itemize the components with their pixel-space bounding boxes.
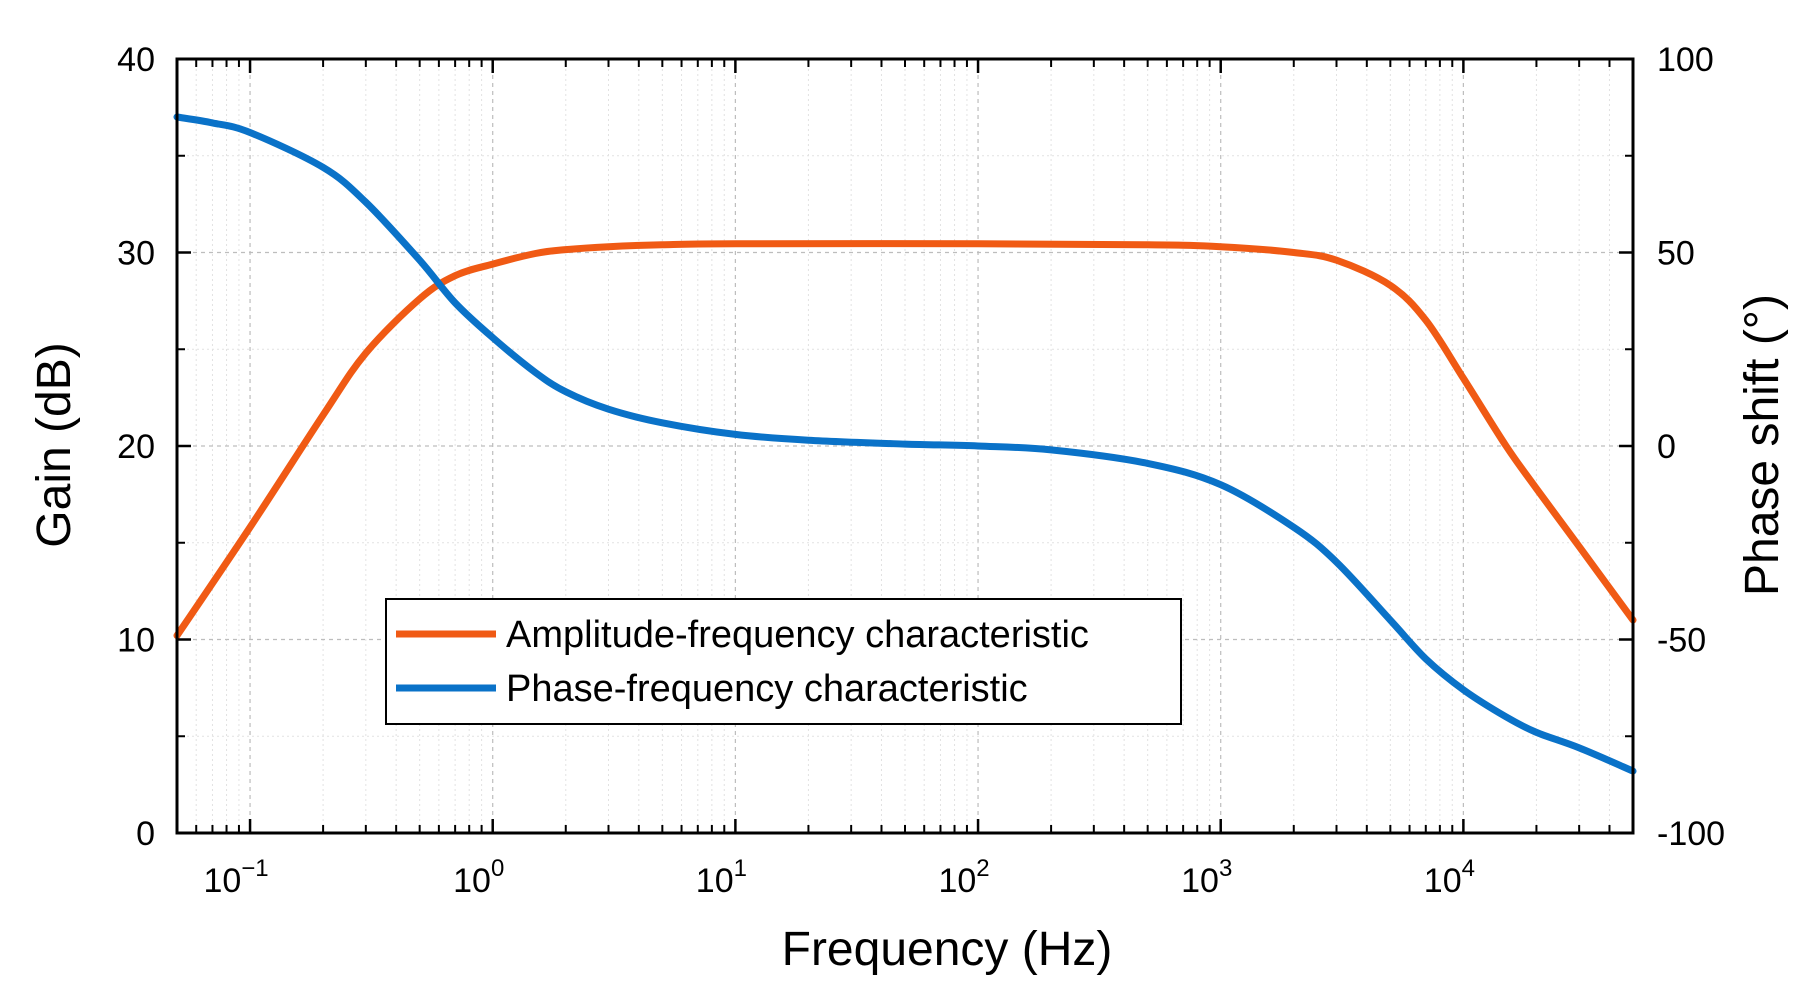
legend: Amplitude-frequency characteristic Phase… [385,598,1182,725]
y-tick-label: 10 [117,622,155,660]
x-tick-label: 102 [938,855,989,900]
x-tick-label: 104 [1424,855,1475,900]
amplitude-series-line [173,240,1637,640]
y2-tick-label: -100 [1657,815,1725,853]
y-tick-label: 40 [117,41,155,79]
x-tick-label: 101 [696,855,747,900]
x-tick-label: 10−1 [203,855,268,900]
y-tick-label: 30 [117,235,155,273]
y2-axis-title: Phase shift (°) [1736,294,1789,596]
x-tick-label: 100 [453,855,504,900]
legend-label-amplitude: Amplitude-frequency characteristic [506,614,1089,656]
y2-tick-label: -50 [1657,622,1706,660]
y-tick-label: 0 [136,815,155,853]
y2-tick-label: 0 [1657,428,1676,466]
y2-tick-label: 50 [1657,235,1695,273]
legend-box [385,598,1182,725]
phase-series-line [173,113,1637,775]
x-tick-label: 103 [1181,855,1232,900]
y-tick-label: 20 [117,428,155,466]
legend-label-phase: Phase-frequency characteristic [506,668,1028,710]
tick-labels: 10−1 100 101 102 103 104 0 10 20 30 40 -100 -50 0 50 10… [117,41,1725,900]
y2-tick-label: 100 [1657,41,1714,79]
y-axis-title: Gain (dB) [28,342,81,547]
axis-ticks [176,57,1634,835]
series-lines [173,113,1637,775]
x-axis-title: Frequency (Hz) [782,923,1113,976]
